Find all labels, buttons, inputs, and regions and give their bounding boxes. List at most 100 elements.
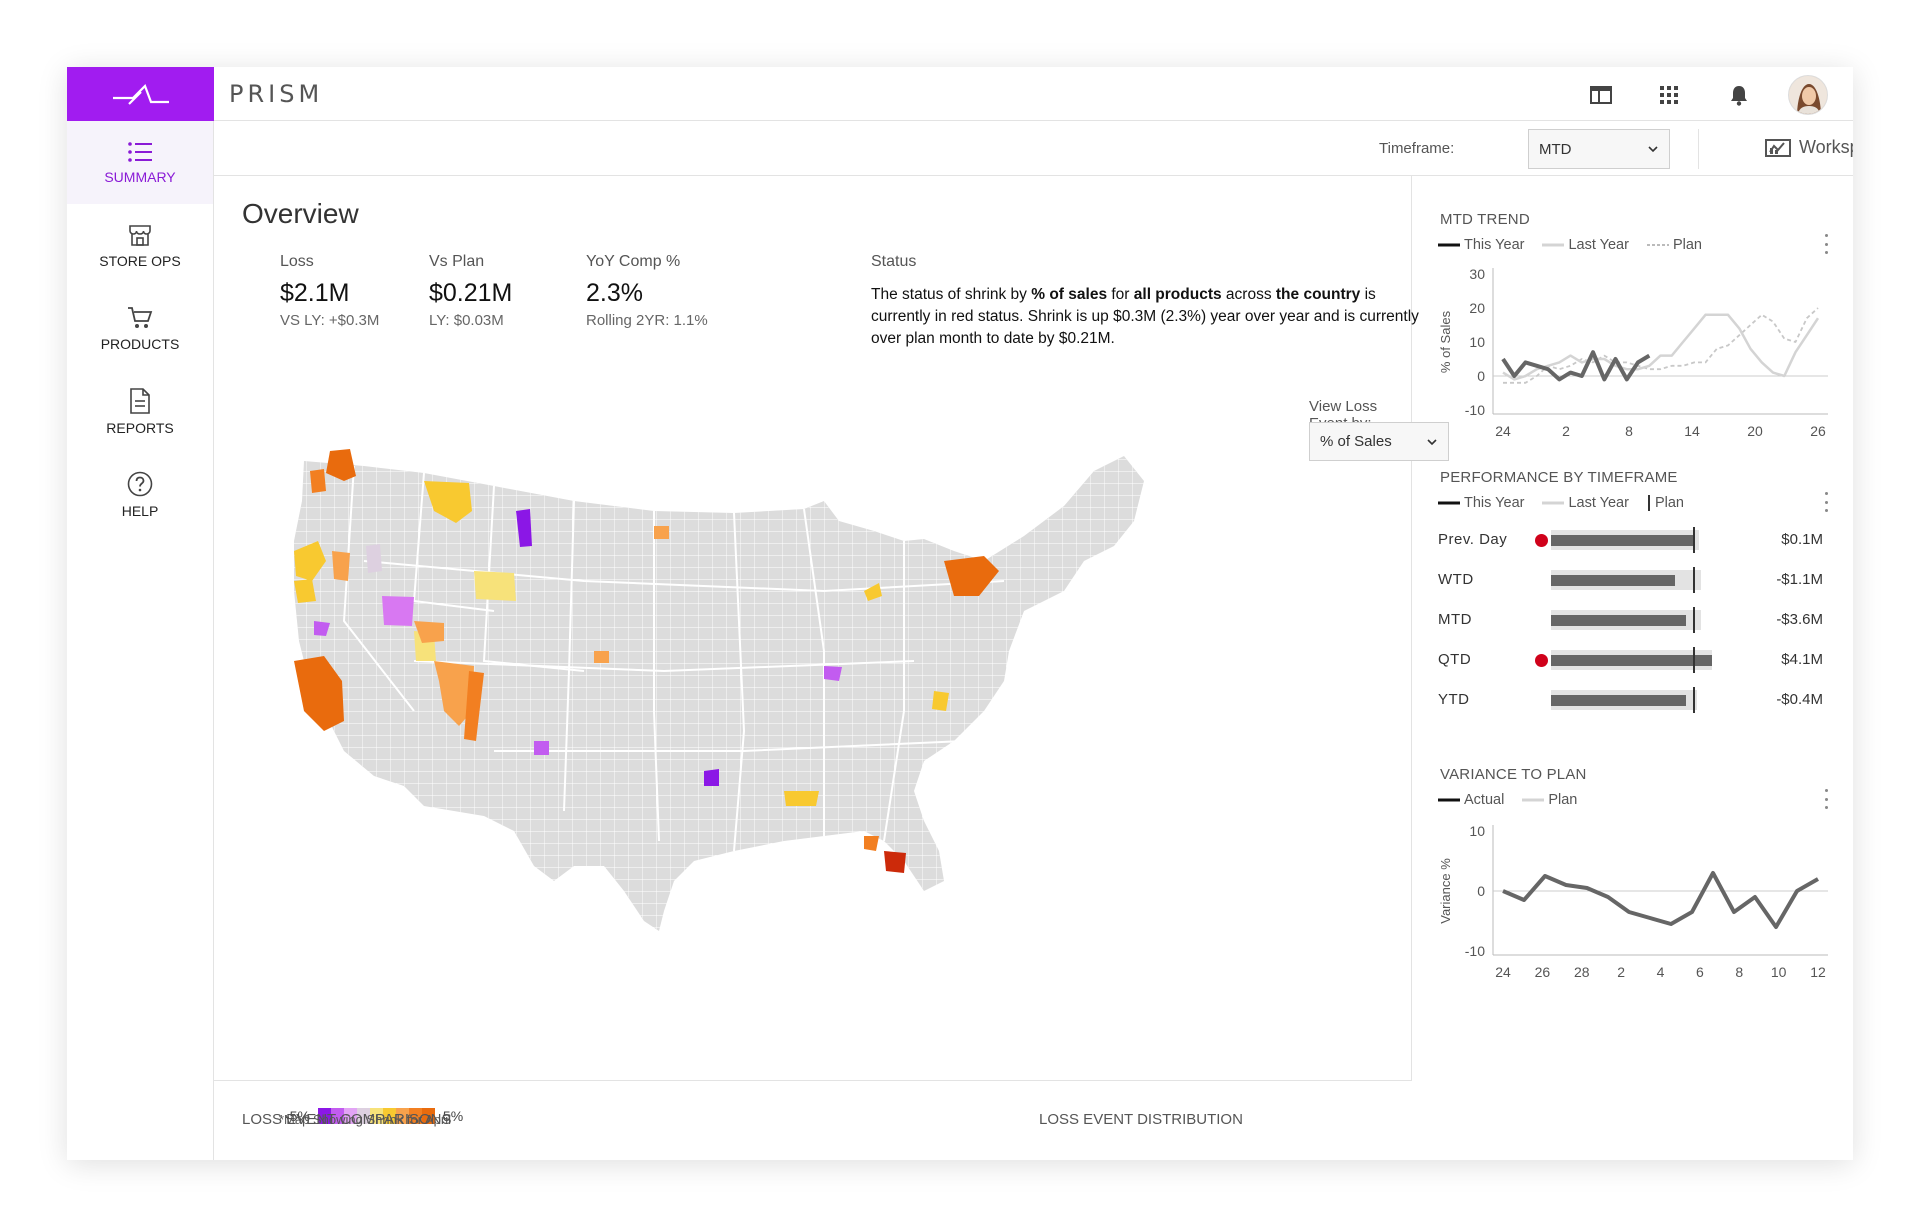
- timeframe-select[interactable]: MTD: [1528, 129, 1670, 169]
- performance-row[interactable]: QTD $4.1M: [1438, 645, 1823, 675]
- this-year-bar: [1551, 535, 1696, 546]
- y-tick-label: 20: [1469, 300, 1485, 316]
- sidebar-item-label: REPORTS: [106, 419, 174, 436]
- overview-panel: Overview Loss $2.1M VS LY: +$0.3M Vs Pla…: [214, 176, 1449, 1127]
- kpi-vs-plan: Vs Plan $0.21M LY: $0.03M: [429, 253, 512, 329]
- performance-row-label: QTD: [1438, 651, 1472, 668]
- kpi-sub: LY: $0.03M: [429, 312, 504, 329]
- sidebar-item-help[interactable]: HELP: [67, 453, 213, 536]
- performance-row[interactable]: WTD -$1.1M: [1438, 565, 1823, 595]
- map-highlights: [294, 449, 999, 873]
- plan-marker: [1693, 687, 1696, 713]
- logo[interactable]: [67, 67, 214, 121]
- series-line-actual: [1502, 871, 1819, 929]
- y-tick-label: -10: [1465, 943, 1485, 959]
- avatar[interactable]: [1788, 75, 1828, 115]
- mtd-trend-chart: 30 20 10 0 -10 24 2 8 14 20 26 % of Sales: [1438, 266, 1828, 439]
- x-tick-label: 6: [1696, 964, 1704, 980]
- legend-item: Last Year: [1542, 237, 1629, 253]
- performance-row-value: $0.1M: [1781, 531, 1823, 548]
- loss-event-distribution-title: LOSS EVENT DISTRIBUTION: [1039, 1111, 1243, 1128]
- logo-mark-icon: [112, 84, 169, 105]
- x-tick-label: 20: [1747, 423, 1763, 439]
- app-window: PRISM SUMMARY STORE OPS: [67, 67, 1853, 1160]
- document-icon: [130, 387, 150, 414]
- legend-item: This Year: [1438, 495, 1525, 511]
- x-tick-label: 26: [1810, 423, 1826, 439]
- chevron-down-icon: [1648, 146, 1658, 153]
- mtd-trend-menu-icon[interactable]: [1823, 234, 1829, 254]
- y-tick-label: 10: [1469, 823, 1485, 839]
- performance-row-label: MTD: [1438, 611, 1472, 628]
- y-tick-label: -10: [1465, 402, 1485, 418]
- layout-icon[interactable]: [1587, 81, 1615, 109]
- plan-marker: [1693, 647, 1696, 673]
- workspace-button[interactable]: Workspace: [1765, 137, 1853, 158]
- plan-marker: [1693, 527, 1696, 553]
- sidebar-item-label: HELP: [121, 502, 159, 519]
- performance-row[interactable]: MTD -$3.6M: [1438, 605, 1823, 635]
- app-name: PRISM: [229, 80, 324, 108]
- legend-swatch: [408, 1108, 422, 1124]
- sidebar-item-store-ops[interactable]: STORE OPS: [67, 204, 213, 287]
- kpi-status: Status: [871, 253, 916, 271]
- right-panel: MTD TREND This Year Last Year Plan 30 20 1…: [1413, 176, 1853, 1081]
- store-icon: [129, 224, 151, 246]
- sidebar-item-products[interactable]: PRODUCTS: [67, 287, 213, 370]
- help-icon: [127, 471, 153, 496]
- top-bar: [214, 67, 1853, 121]
- legend-item: Plan: [1647, 495, 1684, 511]
- series-line-last-year: [1502, 313, 1820, 381]
- x-tick-label: 2: [1562, 423, 1570, 439]
- legend-swatch: [395, 1108, 409, 1124]
- us-shrink-map[interactable]: [264, 411, 1214, 1041]
- x-tick-label: 10: [1771, 964, 1787, 980]
- legend-item: This Year: [1438, 237, 1525, 253]
- y-axis-label: Variance %: [1438, 858, 1453, 924]
- performance-row[interactable]: Prev. Day $0.1M: [1438, 525, 1823, 555]
- apps-grid-icon[interactable]: [1655, 81, 1683, 109]
- bell-icon[interactable]: [1725, 81, 1753, 109]
- performance-row-label: WTD: [1438, 571, 1474, 588]
- this-year-bar: [1551, 615, 1687, 626]
- x-tick-label: 14: [1684, 423, 1700, 439]
- kpi-label: Loss: [280, 253, 314, 270]
- plan-marker: [1693, 607, 1696, 633]
- variance-menu-icon[interactable]: [1823, 789, 1829, 809]
- legend-item: Plan: [1646, 237, 1702, 253]
- performance-row[interactable]: YTD -$0.4M: [1438, 685, 1823, 715]
- divider: [1698, 129, 1699, 169]
- legend-item: Plan: [1522, 792, 1578, 808]
- legend-swatch: [343, 1108, 357, 1124]
- kpi-loss: Loss $2.1M VS LY: +$0.3M: [280, 253, 379, 329]
- workspace-icon: [1765, 138, 1791, 157]
- variance-legend: Actual Plan: [1438, 792, 1587, 808]
- plan-marker: [1693, 567, 1696, 593]
- x-tick-label: 24: [1495, 423, 1511, 439]
- y-axis-label: % of Sales: [1438, 310, 1453, 373]
- performance-row-value: -$0.4M: [1776, 691, 1823, 708]
- sidebar-item-reports[interactable]: REPORTS: [67, 370, 213, 453]
- legend-swatch: [421, 1108, 435, 1124]
- list-icon: [128, 141, 152, 162]
- cart-icon: [128, 306, 153, 328]
- performance-menu-icon[interactable]: [1823, 492, 1829, 512]
- kpi-sub: Rolling 2YR: 1.1%: [586, 312, 708, 329]
- legend-swatch: [369, 1108, 383, 1124]
- sidebar-item-summary[interactable]: SUMMARY: [67, 121, 213, 204]
- x-tick-label: 8: [1735, 964, 1743, 980]
- legend-swatch: [382, 1108, 396, 1124]
- x-tick-label: 26: [1535, 964, 1551, 980]
- legend-swatch: [330, 1108, 344, 1124]
- status-label: Status: [871, 253, 917, 270]
- sidebar-item-label: SUMMARY: [104, 168, 176, 185]
- view-loss-select[interactable]: % of Sales: [1309, 422, 1449, 461]
- legend-item: Last Year: [1542, 495, 1629, 511]
- performance-row-value: -$1.1M: [1776, 571, 1823, 588]
- legend-swatch: [317, 1108, 331, 1124]
- this-year-bar: [1551, 655, 1712, 666]
- x-tick-label: 4: [1657, 964, 1665, 980]
- map-note: *Map Showing Shrink for April: [279, 1112, 451, 1127]
- y-tick-label: 10: [1469, 334, 1485, 350]
